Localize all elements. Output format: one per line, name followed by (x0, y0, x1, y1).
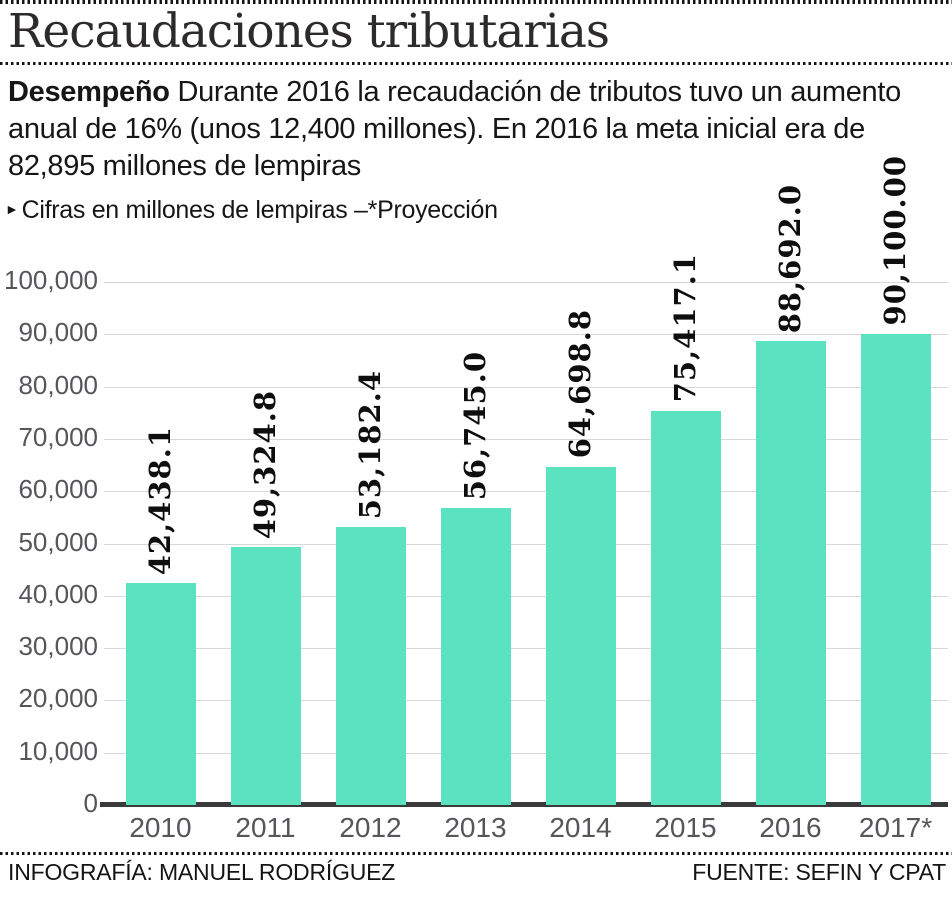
x-axis-tick-label: 2011 (235, 812, 296, 843)
y-axis-tick-label: 90,000 (18, 317, 98, 348)
y-axis-tick-label: 10,000 (18, 735, 98, 766)
footer-divider (0, 852, 952, 855)
bar-value-label: 88,692.0 (772, 183, 807, 334)
gridline (104, 334, 948, 336)
y-axis-tick-label: 80,000 (18, 369, 98, 400)
gridline (104, 282, 948, 283)
x-axis-tick-label: 2013 (444, 812, 507, 843)
gridline (104, 700, 948, 702)
x-axis-line (100, 802, 948, 807)
credit-text: INFOGRAFÍA: MANUEL RODRÍGUEZ (8, 859, 396, 885)
note-bullet-icon: ► (5, 201, 19, 217)
y-axis-tick-label: 100,000 (4, 265, 98, 295)
bar-2016 (755, 341, 826, 805)
title-divider (0, 62, 952, 65)
gridline (104, 595, 948, 597)
x-axis-tick-label: 2012 (339, 812, 402, 843)
x-axis-tick-label: 2016 (759, 812, 822, 843)
x-axis-tick-label: 2015 (654, 812, 717, 843)
gridline (104, 491, 948, 493)
bar-value-label: 49,324.8 (247, 389, 282, 540)
intro-lead: Desempeño (8, 76, 170, 108)
bar-value-label: 42,438.1 (142, 425, 177, 576)
bar-value-label: 90,100.00 (877, 155, 912, 326)
bar-2017* (860, 333, 931, 805)
top-divider (0, 0, 952, 4)
page-title: Recaudaciones tributarias (8, 4, 610, 59)
bar-2015 (650, 410, 721, 805)
y-axis-tick-label: 70,000 (18, 421, 98, 452)
chart-note: ► Cifras en millones de lempiras –*Proyec… (5, 196, 498, 225)
y-axis-tick-label: 50,000 (18, 526, 98, 557)
bar-value-label: 64,698.8 (562, 309, 597, 459)
x-axis-tick-label: 2017* (858, 812, 933, 843)
y-axis-tick-label: 40,000 (18, 578, 98, 609)
bar-value-label: 56,745.0 (457, 350, 492, 501)
x-axis-tick-label: 2010 (129, 812, 192, 843)
bar-2012 (335, 526, 406, 805)
gridline (104, 752, 948, 754)
note-text: Cifras en millones de lempiras –*Proyecc… (21, 196, 499, 224)
bar-2013 (440, 508, 511, 805)
source-text: FUENTE: SEFIN Y CPAT (692, 859, 946, 885)
bar-value-label: 75,417.1 (667, 253, 702, 403)
bar-2014 (545, 466, 616, 805)
gridline (104, 648, 948, 650)
y-axis-tick-label: 60,000 (18, 474, 98, 505)
intro-text: Durante 2016 la recaudación de tributos … (8, 76, 901, 182)
y-axis-tick-label: 0 (83, 788, 98, 818)
x-axis-tick-label: 2014 (549, 812, 612, 843)
bar-value-label: 53,182.4 (352, 369, 387, 519)
bar-2011 (230, 547, 301, 805)
gridline (104, 438, 948, 440)
gridline (104, 543, 948, 545)
gridline (104, 386, 948, 388)
y-axis-tick-label: 30,000 (18, 631, 98, 662)
footer: INFOGRAFÍA: MANUEL RODRÍGUEZ FUENTE: SEF… (8, 859, 946, 886)
bar-chart-plot-area: 42,438.1 49,324.8 53,182.4 56,745.0 64,698.8… (108, 155, 948, 805)
bar-2010 (125, 583, 196, 805)
y-axis-tick-label: 20,000 (18, 683, 98, 714)
intro-paragraph: Desempeño Durante 2016 la recaudación de… (8, 74, 910, 185)
